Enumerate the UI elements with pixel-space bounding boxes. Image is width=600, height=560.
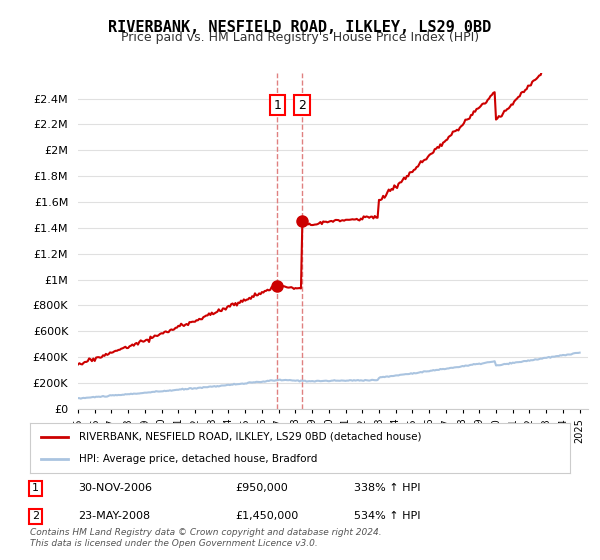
Text: 534% ↑ HPI: 534% ↑ HPI [354,511,421,521]
Text: 2: 2 [32,511,39,521]
Text: £950,000: £950,000 [235,483,288,493]
Text: 338% ↑ HPI: 338% ↑ HPI [354,483,421,493]
Text: 1: 1 [274,99,281,111]
Text: 30-NOV-2006: 30-NOV-2006 [79,483,152,493]
Text: Price paid vs. HM Land Registry's House Price Index (HPI): Price paid vs. HM Land Registry's House … [121,31,479,44]
Text: 1: 1 [32,483,39,493]
Text: Contains HM Land Registry data © Crown copyright and database right 2024.
This d: Contains HM Land Registry data © Crown c… [30,528,382,548]
Text: HPI: Average price, detached house, Bradford: HPI: Average price, detached house, Brad… [79,454,317,464]
Text: 2: 2 [298,99,306,111]
Text: 23-MAY-2008: 23-MAY-2008 [79,511,151,521]
Text: RIVERBANK, NESFIELD ROAD, ILKLEY, LS29 0BD (detached house): RIVERBANK, NESFIELD ROAD, ILKLEY, LS29 0… [79,432,421,442]
Text: RIVERBANK, NESFIELD ROAD, ILKLEY, LS29 0BD: RIVERBANK, NESFIELD ROAD, ILKLEY, LS29 0… [109,20,491,35]
Text: £1,450,000: £1,450,000 [235,511,298,521]
